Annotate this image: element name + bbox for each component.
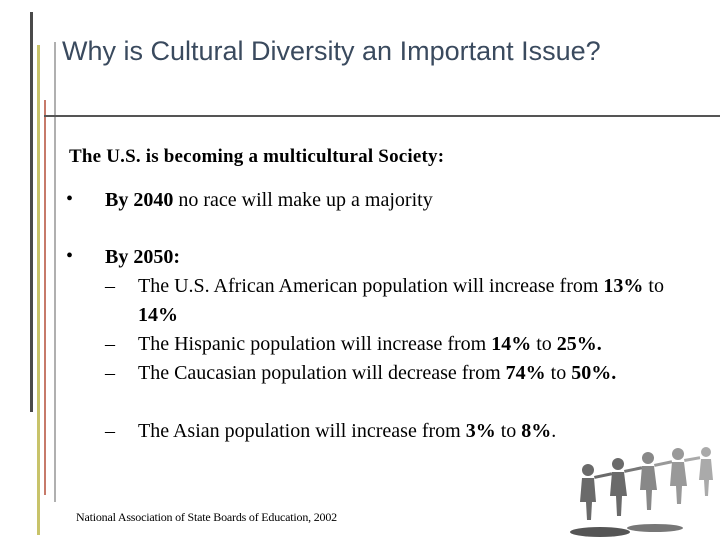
title-divider: [44, 115, 720, 117]
citation: National Association of State Boards of …: [76, 510, 337, 524]
sub-item-african-american: The U.S. African American population wil…: [138, 272, 708, 330]
sub-item-text: The U.S. African American population wil…: [138, 275, 604, 297]
sub-item-caucasian: The Caucasian population will decrease f…: [138, 359, 668, 388]
left-bar-red: [44, 100, 46, 495]
sub-item-from: 74%: [505, 362, 546, 384]
bullet-2040-year: By 2040: [105, 189, 174, 211]
sub-item-from: 13%: [603, 275, 644, 297]
left-bar-olive: [37, 45, 40, 535]
left-bar-gray: [54, 42, 56, 502]
sub-item-to: 8%: [521, 420, 552, 442]
sub-item-to: 14%: [138, 304, 178, 326]
dash-marker: –: [105, 362, 115, 384]
bullet-2040-text: no race will make up a majority: [173, 189, 433, 211]
sub-item-from: 3%: [465, 420, 496, 442]
sub-item-text: The Hispanic population will increase fr…: [138, 333, 492, 355]
dash-marker: –: [105, 420, 115, 442]
sub-item-end: .: [551, 420, 557, 442]
sub-item-to: 50%.: [571, 362, 617, 384]
dash-marker: –: [105, 333, 115, 355]
sub-item-to-word: to: [495, 420, 522, 442]
sub-item-text: The Asian population will increase from: [138, 420, 466, 442]
sub-item-to: 25%.: [556, 333, 602, 355]
slide-title: Why is Cultural Diversity an Important I…: [62, 36, 601, 66]
bullet-marker: •: [66, 188, 74, 210]
sub-item-to-word: to: [643, 275, 664, 297]
bullet-2040: By 2040 no race will make up a majority: [105, 186, 433, 215]
bullet-marker: •: [66, 245, 74, 267]
sub-item-to-word: to: [545, 362, 572, 384]
sub-item-hispanic: The Hispanic population will increase fr…: [138, 330, 708, 359]
people-chain-icon: [570, 447, 713, 537]
bullet-2050-heading: By 2050:: [105, 246, 180, 268]
slide-subtitle: The U.S. is becoming a multicultural Soc…: [69, 146, 445, 167]
sub-item-from: 14%: [491, 333, 532, 355]
left-bar-dark: [30, 12, 33, 412]
sub-item-text: The Caucasian population will decrease f…: [138, 362, 506, 384]
sub-item-to-word: to: [531, 333, 557, 355]
sub-item-asian: The Asian population will increase from …: [138, 417, 708, 446]
dash-marker: –: [105, 275, 115, 297]
